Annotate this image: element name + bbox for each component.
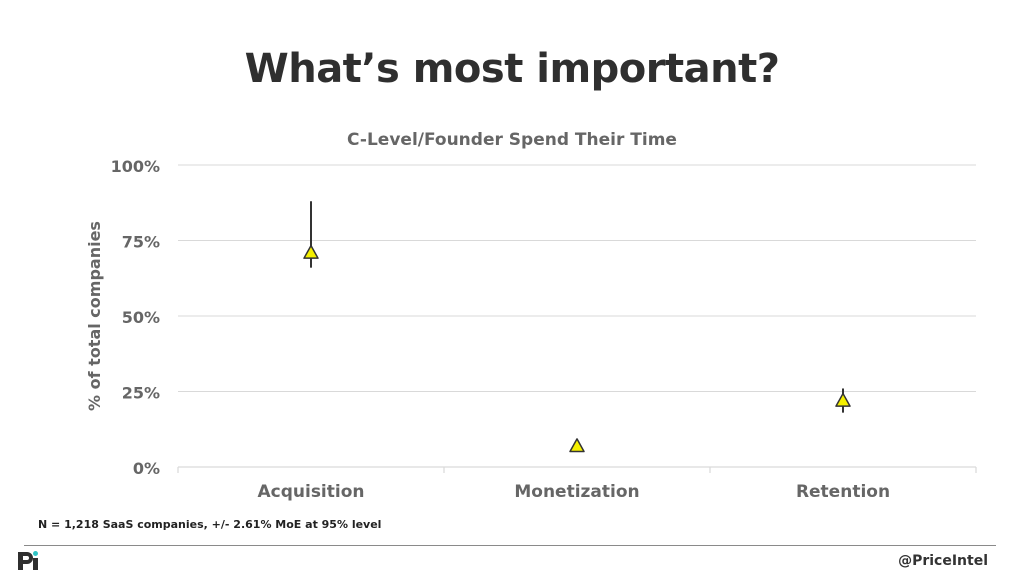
slide-title: What’s most important? <box>244 46 780 92</box>
y-tick-labels: 0% 25% 50% 75% 100% <box>111 157 160 478</box>
x-tick-label: Retention <box>796 482 890 502</box>
y-tick-label: 75% <box>122 233 160 252</box>
priceintel-logo-icon <box>18 551 38 570</box>
x-tick-label: Acquisition <box>257 482 364 502</box>
chart: C-Level/Founder Spend Their Time % of to… <box>85 130 977 502</box>
error-bars <box>310 201 844 413</box>
y-tick-label: 100% <box>111 157 160 176</box>
footer-divider <box>24 545 996 546</box>
y-tick-label: 25% <box>122 384 160 403</box>
data-point-triangle <box>569 438 585 453</box>
x-tick-labels: Acquisition Monetization Retention <box>257 482 890 502</box>
footnote: N = 1,218 SaaS companies, +/- 2.61% MoE … <box>38 518 382 531</box>
data-point-triangle <box>835 392 851 407</box>
x-axis <box>177 466 977 473</box>
y-axis-label: % of total companies <box>85 221 104 411</box>
x-tick-label: Monetization <box>514 482 639 502</box>
chart-title: C-Level/Founder Spend Their Time <box>347 130 677 150</box>
y-tick-label: 50% <box>122 308 160 327</box>
data-markers <box>303 244 851 453</box>
y-tick-label: 0% <box>133 459 160 478</box>
gridlines <box>178 164 976 392</box>
data-point-triangle <box>303 244 319 259</box>
twitter-handle: @PriceIntel <box>898 553 988 569</box>
